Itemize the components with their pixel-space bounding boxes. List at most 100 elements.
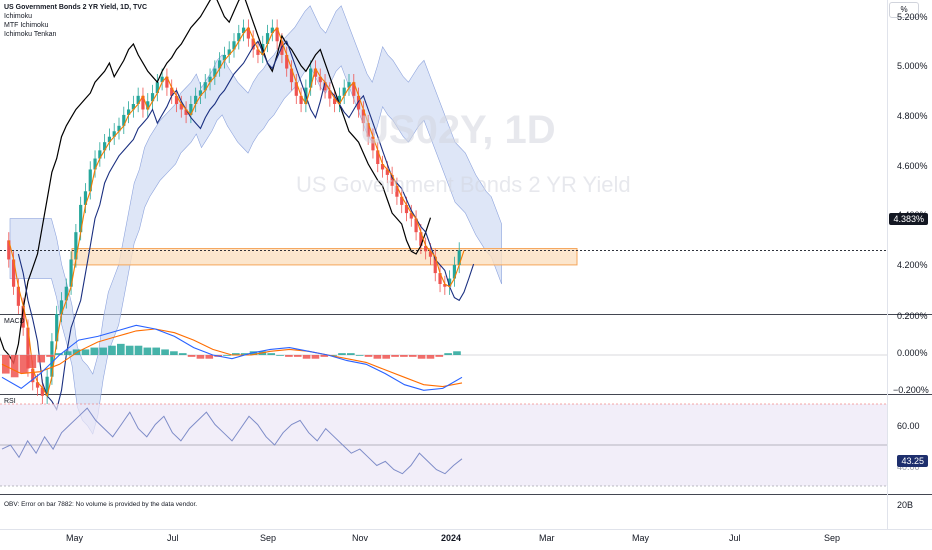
candle-body	[251, 38, 255, 50]
price-tick: 4.200%	[897, 260, 928, 270]
price-tick: 5.000%	[897, 61, 928, 71]
time-tick: Jul	[729, 533, 741, 543]
candle-body	[222, 54, 227, 61]
candle-body	[385, 169, 389, 175]
candle-body	[342, 87, 346, 96]
macd-histogram-bar	[391, 355, 399, 357]
candle-body	[433, 256, 437, 274]
candle-body	[122, 114, 126, 126]
candle-body	[179, 104, 183, 110]
candle-body	[309, 68, 313, 88]
macd-histogram-bar	[117, 343, 125, 355]
candle-body	[328, 90, 332, 99]
candle-body	[64, 286, 68, 301]
price-tick: 4.800%	[897, 111, 928, 121]
candle-body	[395, 185, 399, 197]
macd-histogram-bar	[293, 355, 302, 357]
candle-body	[323, 82, 327, 91]
candle-body	[270, 27, 274, 34]
macd-histogram-bar	[134, 345, 143, 355]
macd-histogram-bar	[143, 347, 152, 355]
candle-body	[165, 76, 169, 88]
candle-body	[265, 33, 270, 44]
candle-body	[74, 232, 78, 260]
candle-body	[194, 95, 198, 104]
obv-error-note: OBV: Error on bar 7882: No volume is pro…	[4, 501, 198, 508]
time-tick: Sep	[824, 533, 841, 543]
price-tick: 4.600%	[897, 161, 928, 171]
macd-histogram-bar	[329, 355, 337, 356]
current-price-tag: 4.383%	[889, 213, 928, 225]
macd-histogram-bar	[46, 355, 54, 357]
candle-body	[299, 95, 303, 104]
macd-histogram-bar	[187, 355, 196, 357]
rsi-line	[1, 407, 463, 475]
macd-histogram-bar	[205, 355, 214, 359]
macd-histogram-bar	[170, 351, 178, 355]
macd-histogram-bar	[285, 355, 293, 357]
macd-histogram-bar	[267, 353, 276, 355]
candle-body	[141, 95, 145, 110]
rsi-label[interactable]: RSI	[4, 398, 16, 405]
macd-histogram-bar	[453, 351, 461, 355]
indicator-mtf-ichimoku[interactable]: MTF Ichimoku	[4, 22, 49, 29]
candle-body	[414, 218, 418, 233]
macd-histogram-bar	[400, 355, 408, 357]
candle-body	[361, 109, 365, 124]
macd-histogram-bar	[320, 355, 329, 357]
watermark-symbol: US02Y, 1D	[360, 108, 556, 152]
candle-body	[98, 150, 102, 159]
candle-body	[294, 82, 298, 96]
time-tick: Mar	[539, 533, 555, 543]
macd-histogram-bar	[311, 355, 320, 359]
candle-body	[448, 278, 452, 287]
candle-body	[31, 368, 35, 383]
macd-histogram-bar	[417, 355, 426, 359]
candle-body	[117, 125, 121, 132]
candle-body	[170, 87, 174, 96]
percent-scale-button[interactable]: %	[889, 2, 919, 18]
macd-histogram-bar	[90, 347, 99, 355]
candle-body	[203, 82, 207, 91]
macd-histogram-bar	[232, 353, 240, 355]
candle-body	[150, 93, 155, 102]
candle-body	[198, 90, 203, 96]
macd-tick: 0.200%	[897, 311, 928, 321]
candle-body	[457, 250, 461, 265]
macd-histogram-bar	[108, 345, 116, 355]
indicator-ichimoku-tenkan[interactable]: Ichimoku Tenkan	[4, 31, 57, 38]
candle-body	[404, 204, 409, 214]
macd-histogram-bar	[408, 355, 417, 357]
ichimoku-kijun-line	[17, 40, 475, 411]
candle-body	[26, 327, 30, 369]
candle-body	[380, 164, 385, 170]
macd-histogram-bar	[347, 353, 355, 355]
macd-histogram-bar	[240, 353, 249, 355]
candle-body	[313, 68, 318, 77]
candle-body	[155, 82, 159, 94]
macd-histogram-bar	[63, 351, 72, 355]
candle-body	[428, 251, 433, 257]
symbol-title[interactable]: US Government Bonds 2 YR Yield, 1D, TVC	[4, 4, 148, 11]
candle-body	[237, 33, 241, 42]
candle-body	[55, 314, 59, 342]
ichimoku-tenkan-line	[8, 26, 465, 398]
candle-body	[79, 204, 83, 233]
candle-body	[160, 76, 164, 83]
candle-body	[256, 49, 260, 55]
time-tick: Jul	[167, 533, 179, 543]
indicator-ichimoku[interactable]: Ichimoku	[4, 13, 33, 20]
candle-body	[241, 27, 246, 34]
rsi-current-tag: 43.25	[897, 455, 928, 467]
macd-tick: 0.000%	[897, 348, 928, 358]
macd-histogram-bar	[196, 355, 205, 359]
macd-label[interactable]: MACD	[4, 318, 25, 325]
candle-body	[400, 196, 404, 205]
candle-body	[88, 169, 92, 192]
time-tick: Nov	[352, 533, 369, 543]
volume-tick: 20B	[897, 500, 914, 510]
candle-body	[11, 259, 16, 287]
candle-body	[208, 76, 212, 83]
